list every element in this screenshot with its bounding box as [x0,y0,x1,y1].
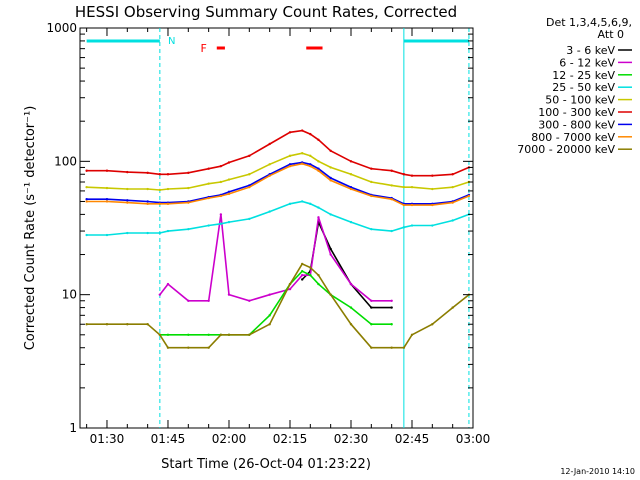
legend-label: 800 - 7000 keV [531,131,615,144]
x-tick-label: 02:00 [212,432,247,446]
series-line [86,161,470,205]
legend-label: 3 - 6 keV [566,44,615,57]
legend-label: 100 - 300 keV [538,106,615,119]
legend-label: 6 - 12 keV [559,56,615,69]
x-tick-label: 01:30 [90,432,125,446]
y-tick-label: 10 [62,288,77,302]
x-axis-label: Start Time (26-Oct-04 01:23:22) [161,457,371,472]
y-tick-label: 1 [69,421,77,435]
legend-label: 25 - 50 keV [552,81,615,94]
annotation-n: N [168,36,175,47]
footer-timestamp: 12-Jan-2010 14:10 [560,467,635,476]
chart-title: HESSI Observing Summary Count Rates, Cor… [75,3,457,21]
series-line [159,214,392,302]
series-layer [85,129,471,349]
plot-area: NF 01:30 01:45 02:00 02:15 02:30 02:45 03:0011… [46,21,490,446]
legend-header-1: Det 1,3,4,5,6,9, [546,16,632,29]
x-tick-label: 02:30 [334,432,369,446]
annotation-f: F [201,42,207,55]
series-line [86,152,470,191]
y-tick-label: 100 [54,154,77,168]
series-line [86,129,470,177]
legend-label: 7000 - 20000 keV [517,143,615,156]
legend-header-2: Att 0 [598,28,624,41]
series-line [159,270,392,336]
legend-label: 50 - 100 keV [545,94,615,107]
legend-label: 300 - 800 keV [538,118,615,131]
x-tick-label: 01:45 [151,432,186,446]
series-line [86,200,470,236]
observing-intervals: NF [86,28,470,428]
axis-layer: 01:30 01:45 02:00 02:15 02:30 02:45 03:00 1 10 10… [46,21,490,446]
y-tick-label: 1000 [46,21,77,35]
y-axis-label: Corrected Count Rate (s⁻¹ detector⁻¹) [23,106,38,351]
series-line [86,262,470,349]
series-line [86,162,470,206]
x-tick-label: 02:15 [273,432,308,446]
legend-label: 12 - 25 keV [552,69,615,82]
x-tick-label: 02:45 [395,432,430,446]
x-tick-label: 03:00 [456,432,491,446]
plot-frame [79,27,474,429]
